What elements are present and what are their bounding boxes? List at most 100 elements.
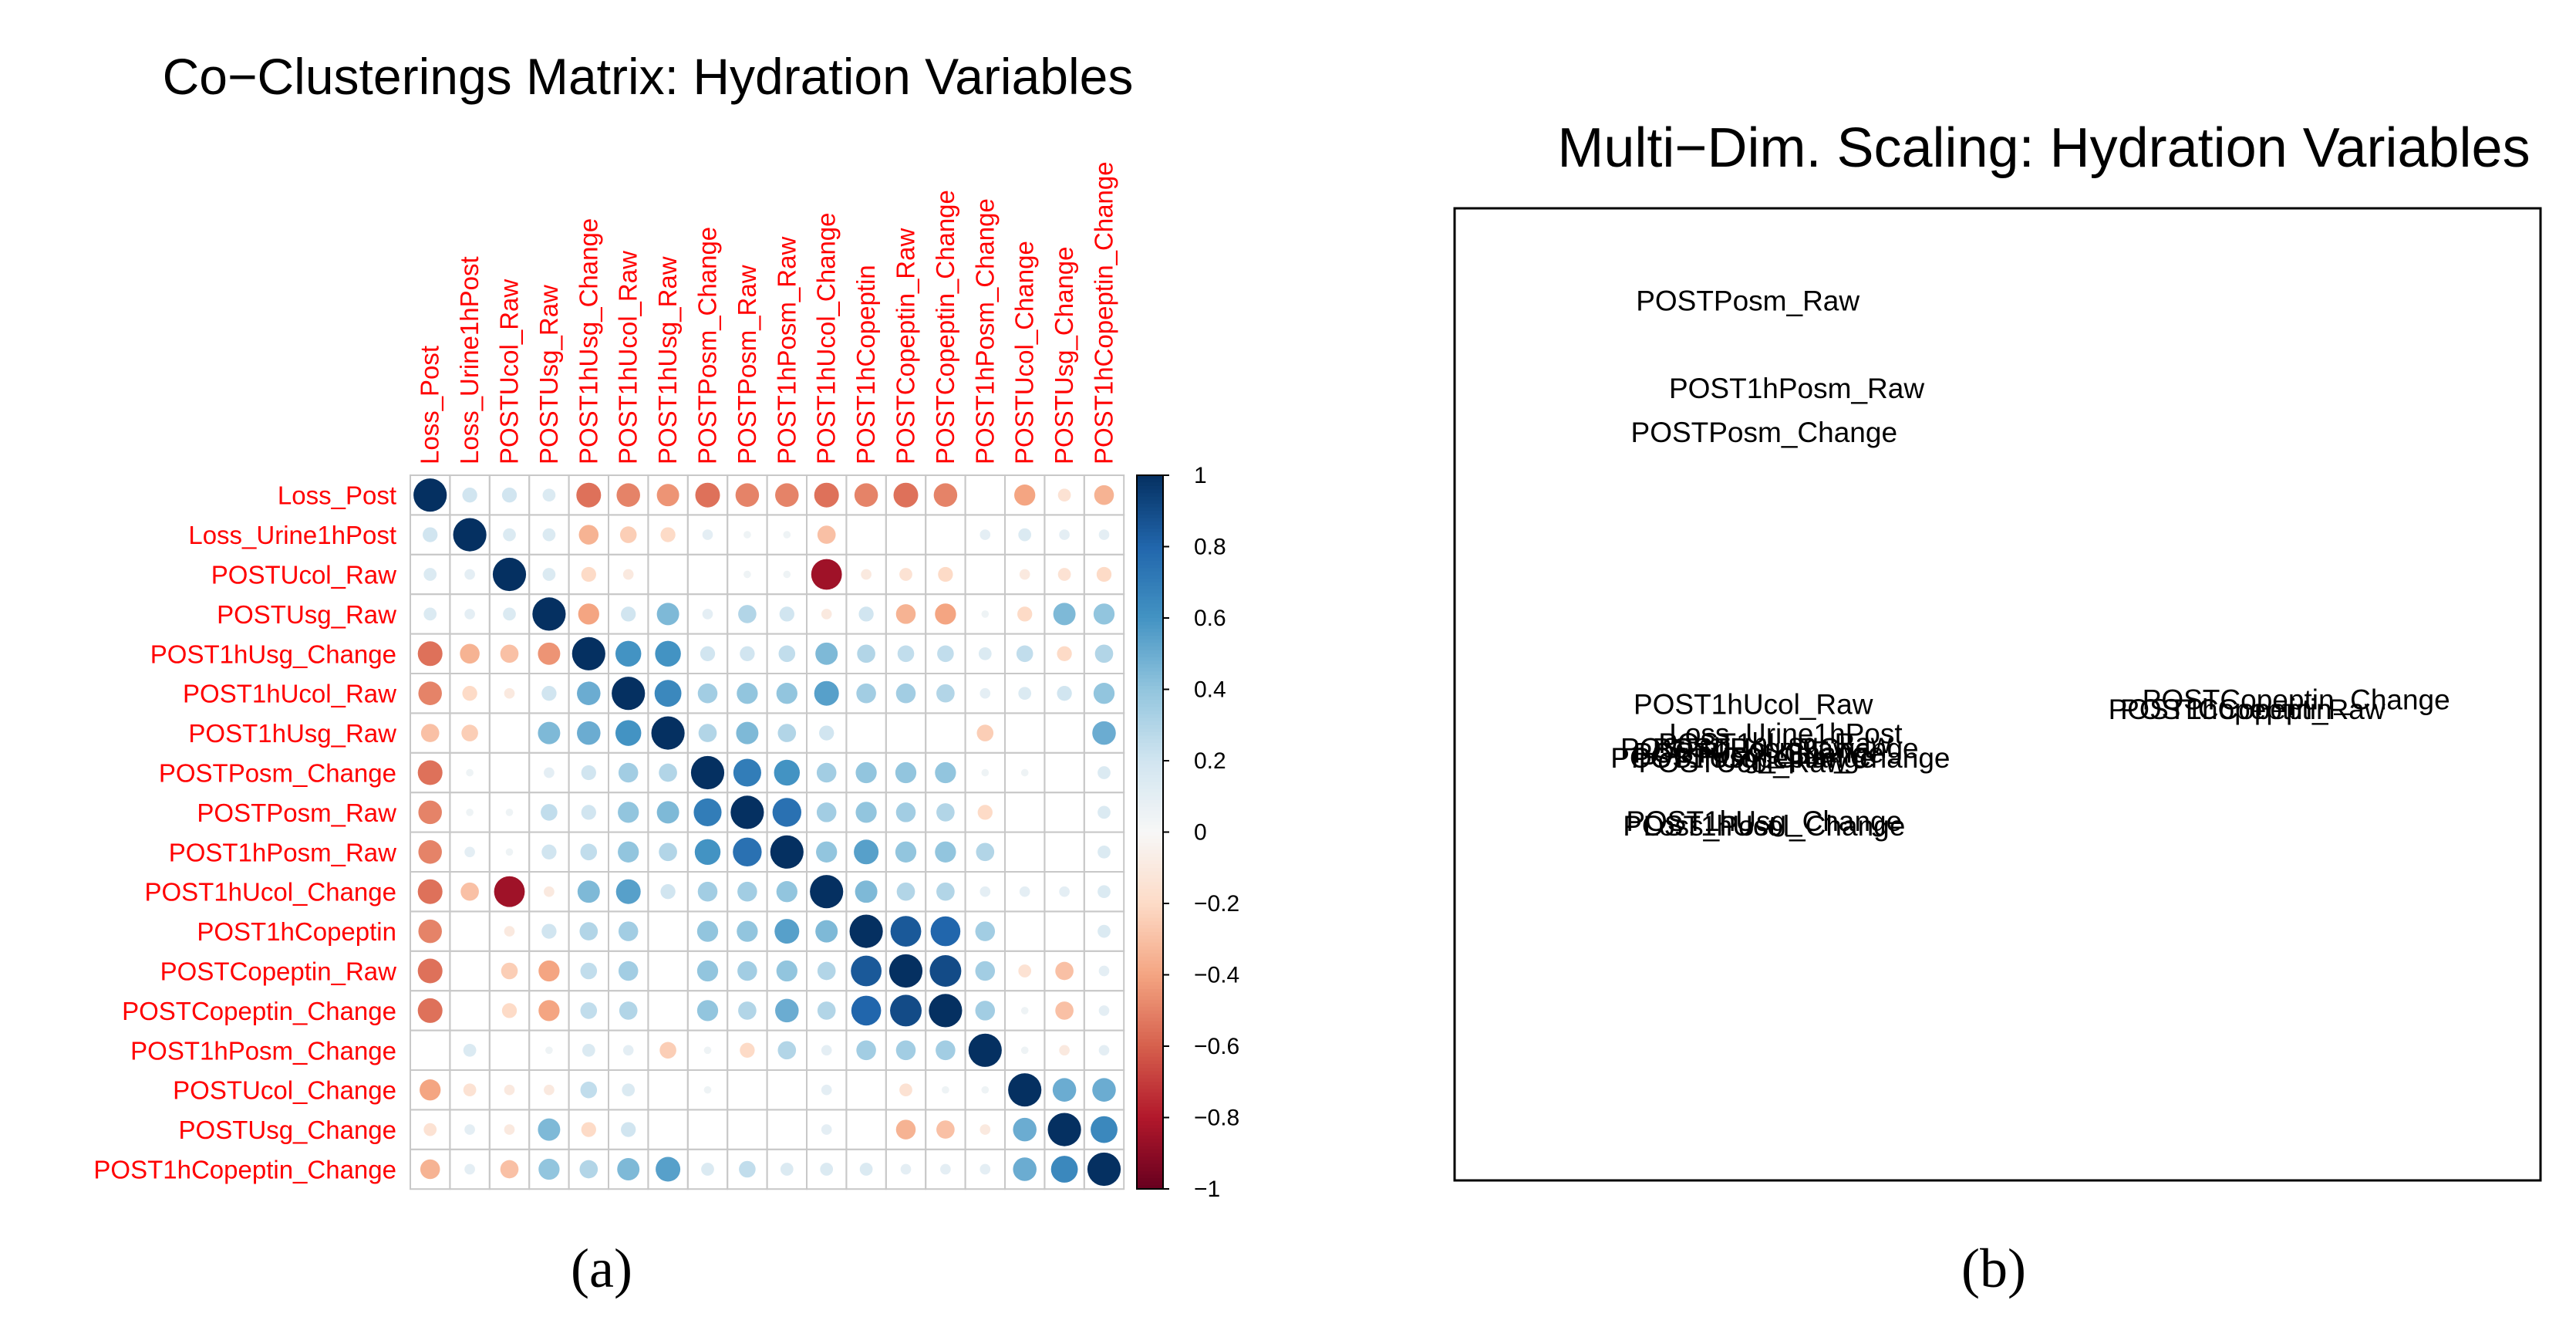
colorbar-segment <box>1137 971 1163 976</box>
colorbar-segment <box>1137 1110 1163 1115</box>
mds-point-label: POST1hPosm_Raw <box>1669 373 1924 404</box>
correlation-circle <box>656 484 679 507</box>
correlation-circle <box>774 759 801 786</box>
correlation-circle <box>622 569 634 580</box>
matrix-cell <box>845 1069 887 1111</box>
matrix-cell <box>727 1069 768 1111</box>
colorbar-segment <box>1137 974 1163 979</box>
row-label: POST1hUsg_Raw <box>188 719 396 748</box>
colorbar-segment <box>1137 799 1163 805</box>
correlation-circle <box>453 518 487 552</box>
colorbar-segment <box>1137 882 1163 886</box>
correlation-circle <box>814 680 839 706</box>
colorbar-segment <box>1137 1181 1163 1187</box>
correlation-circle <box>979 529 991 540</box>
colorbar-segment <box>1137 561 1163 566</box>
colorbar-segment <box>1137 946 1163 951</box>
correlation-circle <box>981 1086 990 1094</box>
correlation-circle <box>895 1119 916 1140</box>
correlation-circle <box>738 605 757 623</box>
correlation-circle <box>1050 1156 1078 1183</box>
matrix-cell <box>1004 910 1046 952</box>
column-label: Loss_Urine1hPost <box>455 256 484 464</box>
correlation-circle <box>464 609 475 620</box>
matrix-cell <box>1044 751 1085 794</box>
correlation-circle <box>500 1160 519 1179</box>
mds-point-label: Loss_Urine1hPost <box>1669 718 1903 749</box>
colorbar-segment <box>1137 693 1163 697</box>
correlation-circle <box>929 955 962 987</box>
matrix-cell <box>449 990 491 1032</box>
correlation-circle <box>464 1124 475 1135</box>
correlation-circle <box>659 763 677 782</box>
correlation-circle <box>736 721 759 745</box>
mds-point-label: POSTUsg_Change <box>1631 742 1876 774</box>
correlation-circle <box>1098 529 1110 540</box>
colorbar-tick-label: −0.6 <box>1194 1034 1239 1059</box>
correlation-circle <box>418 840 442 864</box>
correlation-circle <box>460 643 480 664</box>
colorbar-segment <box>1137 903 1163 908</box>
colorbar-segment <box>1137 1032 1163 1036</box>
correlation-circle <box>899 568 912 581</box>
colorbar-segment <box>1137 992 1163 998</box>
correlation-circle <box>1018 964 1032 978</box>
colorbar-segment <box>1137 1042 1163 1047</box>
correlation-circle <box>854 839 879 865</box>
colorbar-segment <box>1137 860 1163 865</box>
colorbar-segment <box>1137 553 1163 559</box>
colorbar-segment <box>1137 789 1163 794</box>
correlation-circle <box>1057 646 1072 661</box>
colorbar-segment <box>1137 967 1163 972</box>
colorbar-segment <box>1137 1163 1163 1169</box>
colorbar-segment <box>1137 685 1163 691</box>
colorbar-segment <box>1137 636 1163 640</box>
matrix-cell <box>686 1109 729 1150</box>
correlation-circle <box>1019 569 1030 580</box>
colorbar-segment <box>1137 1124 1163 1129</box>
correlation-circle <box>1047 1113 1081 1146</box>
correlation-circle <box>981 768 990 777</box>
correlation-circle <box>929 994 963 1028</box>
correlation-circle <box>739 1160 756 1178</box>
colorbar-segment <box>1137 871 1163 876</box>
colorbar-segment <box>1137 653 1163 658</box>
matrix-cell <box>647 950 689 992</box>
mds-point-label: POST1hUcol_Change <box>1623 810 1905 842</box>
colorbar-segment <box>1137 1150 1163 1154</box>
correlation-circle <box>1059 529 1070 540</box>
colorbar-tick-label: 0.8 <box>1194 535 1226 560</box>
correlation-circle <box>504 1124 515 1135</box>
colorbar-segment <box>1137 764 1163 769</box>
correlation-circle <box>538 642 561 665</box>
column-label: POST1hCopeptin_Change <box>1090 161 1118 464</box>
correlation-circle <box>418 681 442 705</box>
correlation-circle <box>857 644 875 664</box>
colorbar-segment <box>1137 1071 1163 1075</box>
correlation-circle <box>981 610 990 618</box>
row-label: POSTPosm_Raw <box>197 799 396 827</box>
row-label: POST1hUcol_Change <box>144 878 396 907</box>
matrix-cell <box>1044 910 1085 952</box>
matrix-cell <box>845 1109 887 1150</box>
correlation-circle <box>1057 686 1072 701</box>
correlation-circle <box>541 844 557 859</box>
correlation-circle <box>737 683 758 704</box>
colorbar-segment <box>1137 1096 1163 1101</box>
correlation-circle <box>582 1043 595 1057</box>
colorbar-segment <box>1137 907 1163 912</box>
correlation-circle <box>618 802 639 823</box>
correlation-circle <box>542 488 556 502</box>
correlation-circle <box>936 684 955 703</box>
correlation-circle <box>895 761 917 784</box>
matrix-cell <box>766 1109 808 1150</box>
correlation-circle <box>933 483 958 507</box>
correlation-circle <box>464 846 475 858</box>
matrix-cell <box>686 553 729 596</box>
colorbar-segment <box>1137 803 1163 808</box>
colorbar-segment <box>1137 478 1163 484</box>
correlation-circle <box>504 926 515 937</box>
matrix-cell <box>766 1069 808 1111</box>
correlation-circle <box>612 677 646 711</box>
correlation-circle <box>619 526 637 543</box>
